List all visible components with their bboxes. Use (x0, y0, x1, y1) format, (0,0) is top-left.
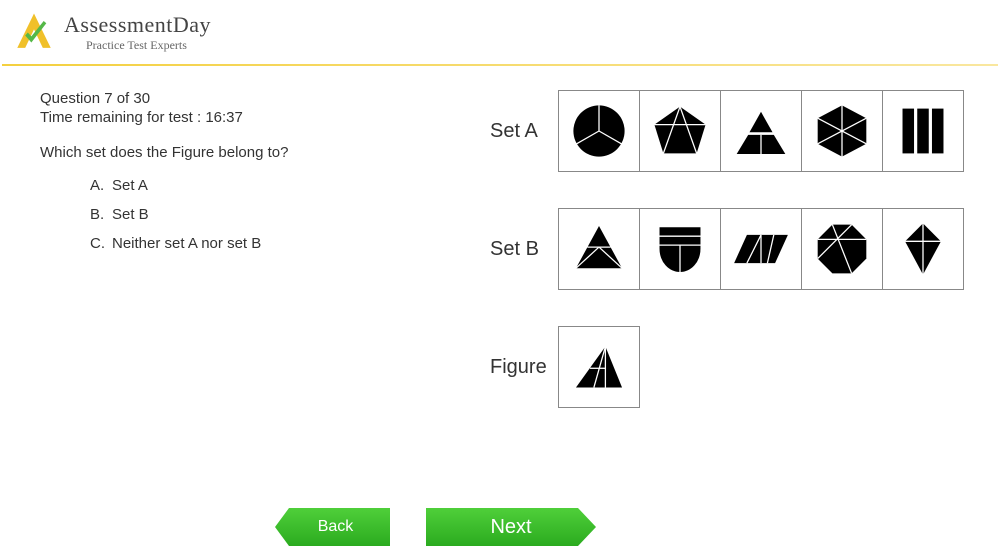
set-a-tile-2 (639, 90, 721, 172)
brand-tagline: Practice Test Experts (86, 38, 211, 53)
three-bars-icon (891, 99, 955, 163)
set-b-tiles (558, 208, 964, 290)
pie-circle-icon (567, 99, 631, 163)
figure-triangle-icon (567, 335, 631, 399)
triangle-stack-icon (729, 99, 793, 163)
set-b-label: Set B (490, 238, 558, 261)
octagon-split-icon (810, 217, 874, 281)
set-b-tile-4 (801, 208, 883, 290)
option-a[interactable]: A.Set A (90, 177, 490, 194)
set-a-tile-4 (801, 90, 883, 172)
content: Question 7 of 30 Time remaining for test… (0, 66, 1000, 444)
set-a-row: Set A (490, 90, 1000, 172)
question-prompt: Which set does the Figure belong to? (40, 144, 490, 161)
parallelogram-split-icon (729, 217, 793, 281)
logo-text: AssessmentDay Practice Test Experts (64, 12, 211, 53)
option-c[interactable]: C.Neither set A nor set B (90, 235, 490, 252)
set-b-tile-1 (558, 208, 640, 290)
set-a-tile-3 (720, 90, 802, 172)
header: AssessmentDay Practice Test Experts (0, 0, 1000, 60)
figure-row: Figure (490, 326, 1000, 408)
answer-options: A.Set A B.Set B C.Neither set A nor set … (90, 177, 490, 252)
question-panel: Question 7 of 30 Time remaining for test… (40, 84, 490, 444)
next-button[interactable]: Next (426, 508, 596, 546)
brand-name: AssessmentDay (64, 12, 211, 38)
set-b-tile-2 (639, 208, 721, 290)
figure-label: Figure (490, 356, 558, 379)
set-b-tile-3 (720, 208, 802, 290)
timer: Time remaining for test : 16:37 (40, 109, 490, 126)
diamond-kite-icon (891, 217, 955, 281)
pentagon-segmented-icon (648, 99, 712, 163)
triangle-four-icon (567, 217, 631, 281)
set-b-tile-5 (882, 208, 964, 290)
set-a-tile-5 (882, 90, 964, 172)
set-b-row: Set B (490, 208, 1000, 290)
nav-buttons: Back Next (275, 508, 596, 546)
question-counter: Question 7 of 30 (40, 90, 490, 107)
set-a-tile-1 (558, 90, 640, 172)
shield-bars-icon (648, 217, 712, 281)
option-b[interactable]: B.Set B (90, 206, 490, 223)
figures-panel: Set A (490, 84, 1000, 444)
set-a-tiles (558, 90, 964, 172)
hexagon-cube-icon (810, 99, 874, 163)
back-button[interactable]: Back (275, 508, 390, 546)
set-a-label: Set A (490, 120, 558, 143)
figure-tile (558, 326, 640, 408)
logo-icon (12, 10, 56, 54)
